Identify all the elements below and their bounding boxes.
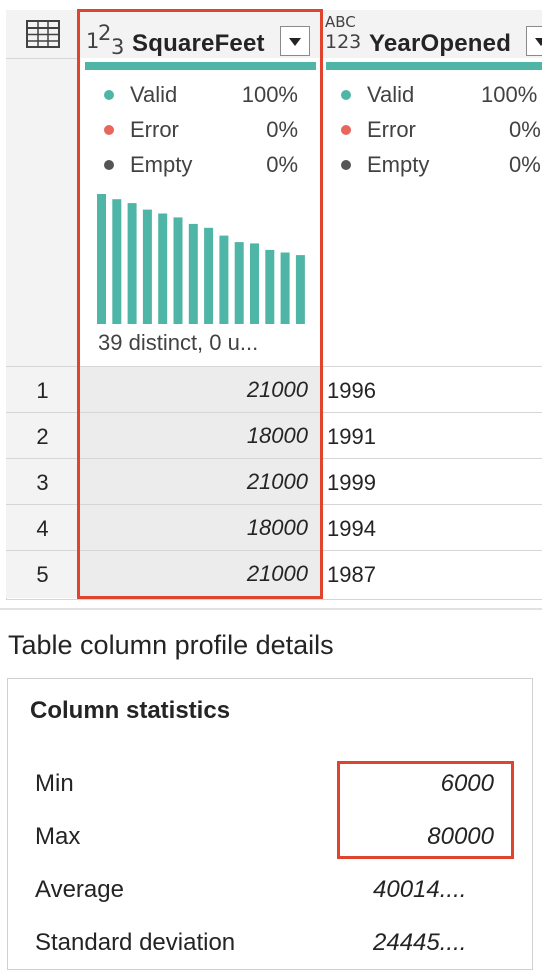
histogram-bar[interactable]: [173, 217, 183, 324]
cell-yearopened[interactable]: 1999: [327, 470, 376, 495]
column-highlight-box: [77, 9, 323, 599]
stat-label-max: Max: [35, 823, 81, 850]
quality-empty: Empty 0%: [102, 150, 298, 180]
quality-valid: Valid 100%: [102, 80, 298, 110]
histogram-bar[interactable]: [158, 213, 168, 325]
histogram-bar[interactable]: [219, 235, 229, 324]
any-type-icon[interactable]: ABC 123: [325, 13, 362, 53]
histogram-bar[interactable]: [127, 203, 137, 324]
row-number[interactable]: 3: [36, 470, 49, 495]
details-title: Table column profile details: [8, 630, 334, 660]
histogram-bar[interactable]: [265, 249, 275, 324]
stat-value-average[interactable]: 40014....: [373, 876, 467, 903]
histogram-bar[interactable]: [142, 209, 152, 324]
column-dropdown-button[interactable]: [280, 26, 310, 56]
stat-value-standard-deviation[interactable]: 24445....: [373, 929, 467, 956]
histogram-bar[interactable]: [295, 255, 305, 324]
column-dropdown-button[interactable]: [526, 26, 542, 56]
valid-dot-icon: [341, 90, 351, 100]
valid-dot-icon: [104, 90, 114, 100]
histogram-bar[interactable]: [280, 252, 290, 325]
empty-dot-icon: [341, 160, 351, 170]
row-number[interactable]: 5: [36, 562, 49, 587]
section-divider: [0, 608, 542, 610]
row-number[interactable]: 4: [36, 516, 49, 541]
cell-squarefeet[interactable]: 21000: [80, 367, 320, 412]
histogram-bar[interactable]: [97, 194, 106, 324]
stat-label-standard-deviation: Standard deviation: [35, 929, 236, 956]
cell-yearopened[interactable]: 1987: [327, 562, 376, 587]
column-name: SquareFeet: [132, 30, 265, 57]
table-select-all-button[interactable]: [6, 10, 80, 59]
stat-value-min[interactable]: 6000: [440, 770, 494, 797]
quality-error: Error 0%: [102, 115, 298, 145]
quality-bar: [85, 62, 316, 70]
number-type-icon[interactable]: 1 2 3: [86, 21, 125, 59]
cell-yearopened[interactable]: 1991: [327, 424, 376, 449]
quality-bar: [326, 62, 542, 70]
column-header-yearopened[interactable]: ABC 123 YearOpened: [321, 10, 542, 59]
histogram-bar[interactable]: [204, 227, 214, 324]
quality-valid: Valid 100%: [339, 80, 542, 110]
cell-yearopened[interactable]: 1994: [327, 516, 376, 541]
grid-line: [6, 412, 542, 413]
column-statistics-panel: [7, 678, 533, 970]
grid-line: [6, 458, 542, 459]
quality-stats: Valid 100% Error 0% Empty 0%: [339, 80, 542, 180]
min-max-highlight-box: [337, 761, 514, 859]
histogram-bar[interactable]: [112, 199, 122, 324]
stat-label-min: Min: [35, 770, 74, 797]
cell-yearopened[interactable]: 1996: [327, 378, 376, 403]
stat-label-average: Average: [35, 876, 124, 903]
cell-squarefeet[interactable]: 18000: [80, 505, 320, 550]
histogram-bar[interactable]: [188, 223, 198, 324]
column-name: YearOpened: [369, 30, 512, 57]
stat-value-max[interactable]: 80000: [427, 823, 494, 850]
row-number[interactable]: 2: [36, 424, 49, 449]
column-profile-squarefeet: Valid 100% Error 0% Empty 0% 39 distinct…: [80, 58, 320, 366]
column-profile-yearopened: Valid 100% Error 0% Empty 0%: [321, 58, 542, 366]
cell-squarefeet[interactable]: 21000: [80, 551, 320, 597]
value-distribution-histogram[interactable]: [97, 192, 307, 324]
histogram-bar[interactable]: [250, 243, 259, 324]
error-dot-icon: [341, 125, 351, 135]
grid-line: [6, 550, 542, 551]
quality-empty: Empty 0%: [339, 150, 542, 180]
column-statistics-title: Column statistics: [30, 697, 231, 724]
empty-dot-icon: [104, 160, 114, 170]
quality-stats: Valid 100% Error 0% Empty 0%: [102, 80, 298, 180]
quality-error: Error 0%: [339, 115, 542, 145]
row-number-column: [6, 58, 80, 598]
table-icon: [26, 20, 60, 48]
cell-squarefeet[interactable]: 18000: [80, 413, 320, 458]
error-dot-icon: [104, 125, 114, 135]
grid-line: [6, 366, 542, 367]
row-number[interactable]: 1: [36, 378, 49, 403]
cell-squarefeet[interactable]: 21000: [80, 459, 320, 504]
grid-line: [6, 504, 542, 505]
distinct-count-text: 39 distinct, 0 u...: [98, 330, 259, 355]
histogram-bar[interactable]: [234, 242, 244, 324]
